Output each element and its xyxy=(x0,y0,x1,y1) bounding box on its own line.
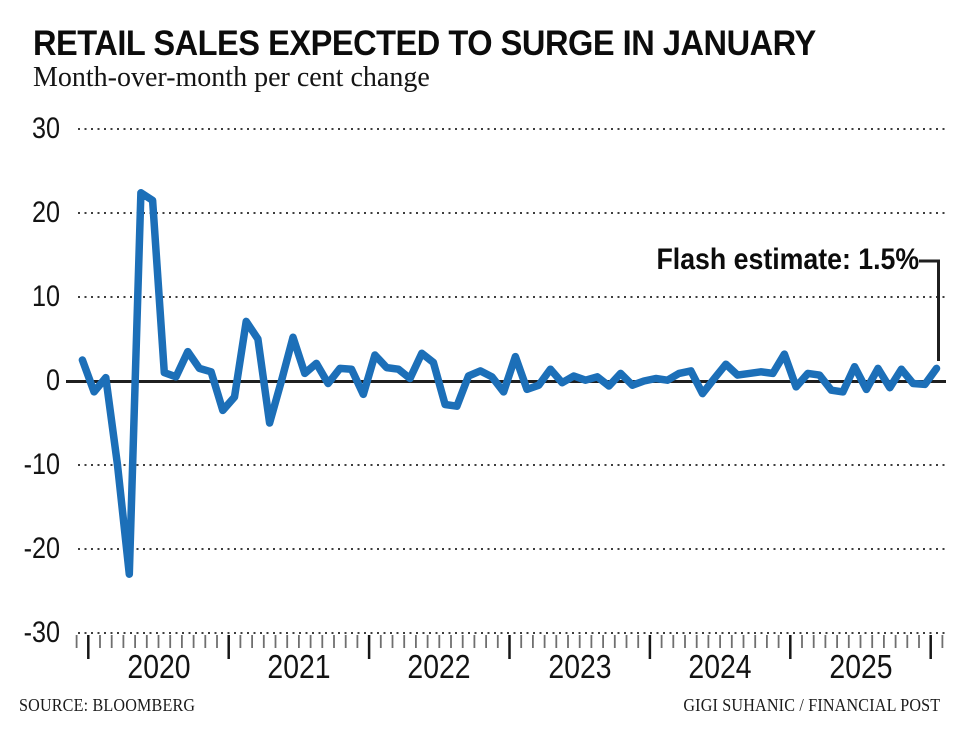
x-axis-year-label: 2020 xyxy=(126,648,191,685)
x-axis-year-label: 2024 xyxy=(688,648,752,685)
y-axis-label: 10 xyxy=(31,280,60,313)
y-axis-label: -30 xyxy=(23,616,61,649)
flash-estimate-callout-line xyxy=(919,259,940,361)
flash-estimate-label: Flash estimate: 1.5% xyxy=(656,243,919,276)
x-axis-year-label: 2023 xyxy=(548,648,612,685)
chart-subtitle: Month-over-month per cent change xyxy=(33,62,430,93)
retail-sales-line xyxy=(78,189,941,578)
y-axis-label: 0 xyxy=(45,364,60,397)
x-axis-year-label: 2025 xyxy=(828,648,893,685)
gridline--30 xyxy=(78,632,946,634)
gridline--10 xyxy=(78,464,946,466)
author-credit: GIGI SUHANIC / FINANCIAL POST xyxy=(683,695,940,715)
gridline-10 xyxy=(78,296,946,298)
gridline-30 xyxy=(78,128,946,130)
gridline--20 xyxy=(78,548,946,550)
x-axis-year-label: 2022 xyxy=(407,648,471,685)
chart-title: RETAIL SALES EXPECTED TO SURGE IN JANUAR… xyxy=(33,24,816,63)
x-axis-year-label: 2021 xyxy=(267,648,331,685)
y-axis-label: 30 xyxy=(31,112,60,145)
source-credit: SOURCE: BLOOMBERG xyxy=(19,695,196,715)
y-axis-label: 20 xyxy=(31,196,60,229)
y-axis-label: -10 xyxy=(23,448,61,481)
y-axis-label: -20 xyxy=(23,532,61,565)
gridline-20 xyxy=(78,212,946,214)
